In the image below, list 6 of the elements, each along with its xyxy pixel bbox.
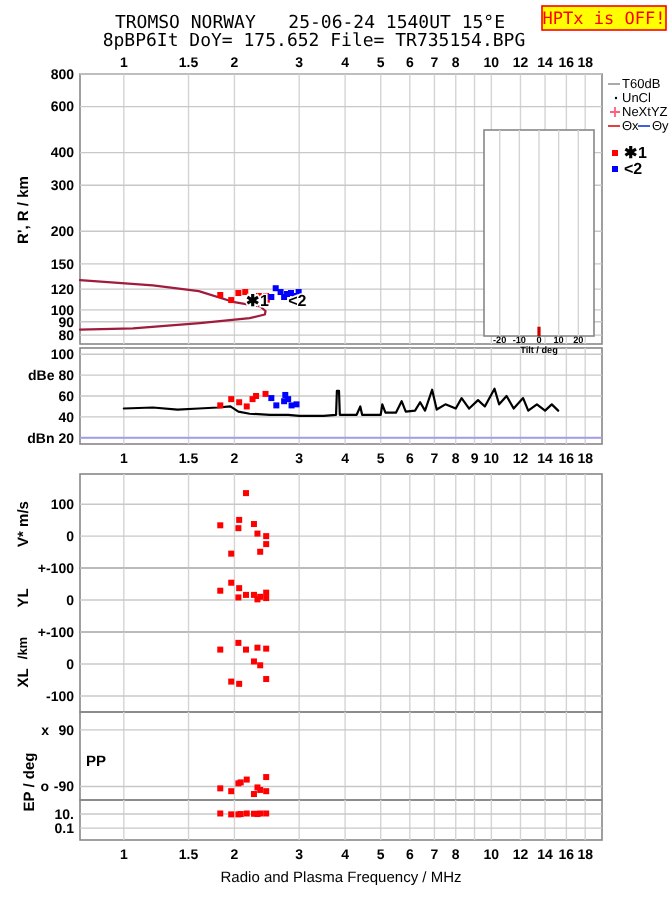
annotation: <2: [288, 292, 308, 311]
legend-label: ✱1: [624, 144, 648, 162]
chart-title: TROMSO NORWAY 25-06-24 1540UT 15°E: [114, 14, 506, 34]
chart-subtitle: 8pBP6It DoY= 175.652 File= TR735154.BPG: [102, 32, 526, 52]
text: HPTx is OFF!: [542, 10, 666, 31]
legend-label: <2: [624, 160, 644, 178]
